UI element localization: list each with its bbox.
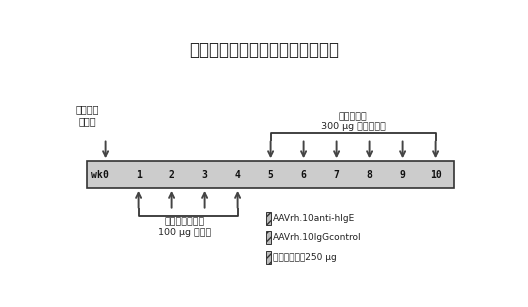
Text: 7: 7 [334, 169, 340, 180]
Text: 3: 3 [202, 169, 208, 180]
Text: 4: 4 [234, 169, 241, 180]
Text: 1: 1 [136, 169, 142, 180]
Bar [88, 161, 454, 188]
Bar [266, 212, 271, 224]
Bar [266, 251, 271, 264]
Text: 0: 0 [102, 169, 109, 180]
Text: AAVrh.10IgGcontrol: AAVrh.10IgGcontrol [273, 233, 362, 242]
Text: ＰＮ抽出物感作
100 μg 腹腔内: ＰＮ抽出物感作 100 μg 腹腔内 [158, 218, 211, 237]
Bar [266, 231, 271, 244]
Text: 8: 8 [366, 169, 373, 180]
Text: ＰＮ抽出物
300 μg 胃強制投与: ＰＮ抽出物 300 μg 胃強制投与 [320, 112, 385, 131]
Text: オマリズマブ250 μg: オマリズマブ250 μg [273, 253, 337, 262]
Text: wk: wk [91, 169, 103, 180]
Text: ビーナッツ（ＰＮ）感作後の処置: ビーナッツ（ＰＮ）感作後の処置 [189, 41, 339, 59]
Text: マウスを
再構成: マウスを 再構成 [76, 105, 99, 126]
Text: 5: 5 [268, 169, 274, 180]
Text: 6: 6 [300, 169, 307, 180]
Text: 9: 9 [400, 169, 406, 180]
Text: 2: 2 [168, 169, 175, 180]
Text: 10: 10 [430, 169, 441, 180]
Text: AAVrh.10anti-hIgE: AAVrh.10anti-hIgE [273, 214, 355, 223]
